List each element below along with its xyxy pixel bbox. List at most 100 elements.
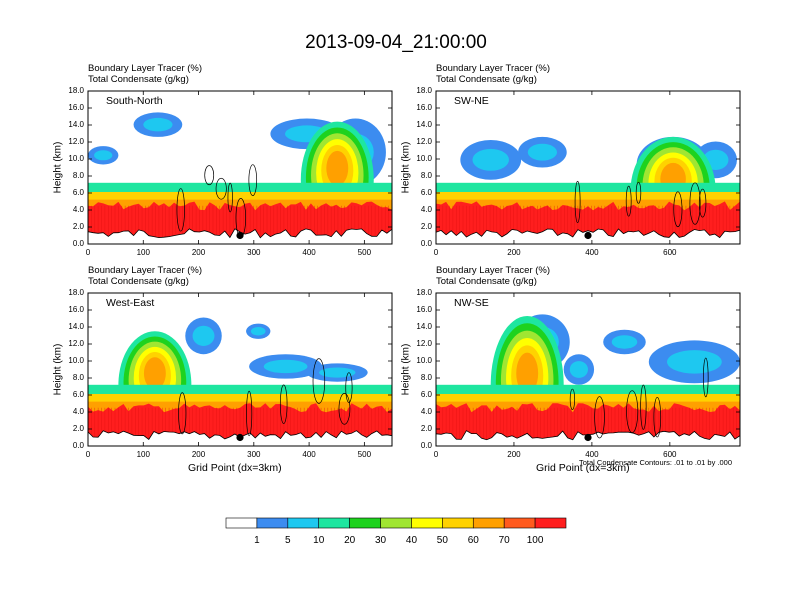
location-marker	[236, 433, 244, 442]
colorbar-box	[349, 517, 381, 529]
y-axis-label: Height (km)	[400, 141, 412, 193]
x-tick-label: 0	[85, 450, 91, 459]
colorbar-label: 1	[254, 535, 260, 546]
condensate-contour	[279, 384, 288, 424]
x-tick-label: 0	[433, 248, 439, 257]
location-marker	[584, 231, 592, 240]
y-tick-label: 18.0	[416, 86, 432, 95]
panel-title: Boundary Layer Tracer (%)	[436, 265, 551, 276]
y-tick-label: 4.0	[420, 205, 432, 214]
panel-label: NW-SE	[454, 297, 489, 309]
y-tick-label: 10.0	[68, 154, 84, 163]
condensate-contour	[176, 188, 185, 232]
colorbar-box	[411, 517, 443, 529]
colorbar-box	[442, 517, 474, 529]
condensate-contour	[673, 191, 683, 228]
condensate-contour	[635, 181, 642, 204]
panel-frame	[435, 292, 741, 447]
x-tick-label: 0	[433, 450, 439, 459]
y-tick-label: 18.0	[68, 288, 84, 297]
cloud-blob-inner	[667, 350, 722, 374]
y-tick-label: 6.0	[420, 188, 432, 197]
x-tick-label: 200	[507, 248, 521, 257]
y-tick-label: 0.0	[420, 441, 432, 450]
tower-layer	[326, 150, 349, 186]
condensate-contour	[204, 165, 215, 186]
condensate-contour	[626, 390, 639, 433]
y-tick-label: 4.0	[420, 407, 432, 416]
panel-subtitle: Total Condensate (g/kg)	[436, 74, 537, 85]
x-tick-label: 500	[357, 248, 372, 257]
condensate-contour	[312, 358, 326, 404]
colorbar-label: 60	[467, 535, 479, 546]
x-tick-label: 200	[191, 450, 206, 459]
colorbar-box	[503, 517, 536, 529]
y-tick-label: 12.0	[416, 137, 432, 146]
panel-3-field	[88, 293, 392, 446]
y-tick-label: 8.0	[72, 373, 84, 382]
x-axis-label: Grid Point (dx=3km)	[188, 462, 282, 474]
condensate-contour	[227, 182, 233, 213]
condensate-contour	[653, 396, 662, 438]
y-tick-label: 14.0	[68, 120, 84, 129]
y-tick-label: 10.0	[68, 356, 84, 365]
panel-4-field	[436, 293, 740, 446]
x-tick-label: 300	[247, 248, 261, 257]
contour-note: Total Condensate Contours: .01 to .01 by…	[579, 458, 733, 467]
x-tick-label: 100	[136, 450, 150, 459]
condensate-contour	[574, 180, 581, 224]
condensate-contour	[178, 392, 187, 435]
y-tick-label: 2.0	[72, 424, 84, 433]
panel-subtitle: Total Condensate (g/kg)	[436, 276, 537, 287]
cloud-blob-inner	[472, 148, 509, 171]
panel-label: South-North	[106, 95, 163, 107]
x-tick-label: 400	[302, 450, 316, 459]
x-tick-label: 400	[302, 248, 316, 257]
cloud-blob-inner	[527, 143, 557, 161]
cloud-blob-inner	[569, 361, 588, 378]
x-tick-label: 500	[357, 450, 372, 459]
panel-subtitle: Total Condensate (g/kg)	[88, 74, 189, 85]
x-tick-label: 400	[585, 450, 599, 459]
y-axis-label: Height (km)	[52, 141, 64, 193]
condensate-contour	[338, 393, 351, 425]
condensate-contour	[246, 390, 253, 437]
tower-layer	[516, 352, 539, 394]
x-tick-label: 300	[247, 450, 261, 459]
colorbar-label: 100	[526, 535, 544, 546]
colorbar-label: 30	[374, 535, 387, 546]
condensate-contour	[625, 185, 632, 217]
y-tick-label: 2.0	[72, 222, 84, 231]
colorbar-box	[256, 517, 289, 529]
y-tick-label: 10.0	[416, 356, 432, 365]
condensate-contour	[569, 388, 576, 410]
condensate-contour	[698, 188, 707, 218]
location-marker	[584, 433, 592, 442]
colorbar-box	[472, 517, 505, 529]
y-tick-label: 4.0	[72, 205, 84, 214]
panel-title: Boundary Layer Tracer (%)	[436, 63, 551, 74]
panel-frame	[87, 90, 393, 245]
x-tick-label: 600	[663, 248, 677, 257]
panel-label: West-East	[106, 297, 155, 309]
x-tick-label: 400	[585, 248, 599, 257]
cloud-blob-inner	[319, 367, 356, 378]
cloud-blob-inner	[611, 335, 638, 349]
x-tick-label: 100	[136, 248, 150, 257]
x-tick-label: 0	[85, 248, 91, 257]
y-tick-label: 2.0	[420, 424, 432, 433]
cloud-blob-inner	[192, 325, 215, 346]
panel-label: SW-NE	[454, 95, 489, 107]
colorbar-box	[318, 517, 350, 529]
y-tick-label: 12.0	[416, 339, 432, 348]
y-tick-label: 2.0	[420, 222, 432, 231]
y-tick-label: 10.0	[416, 154, 432, 163]
panel-frame	[435, 90, 741, 245]
x-tick-label: 600	[663, 450, 677, 459]
y-tick-label: 4.0	[72, 407, 84, 416]
y-tick-label: 8.0	[72, 171, 84, 180]
condensate-contour	[640, 384, 647, 430]
y-tick-label: 6.0	[72, 390, 84, 399]
y-tick-label: 16.0	[68, 103, 84, 112]
